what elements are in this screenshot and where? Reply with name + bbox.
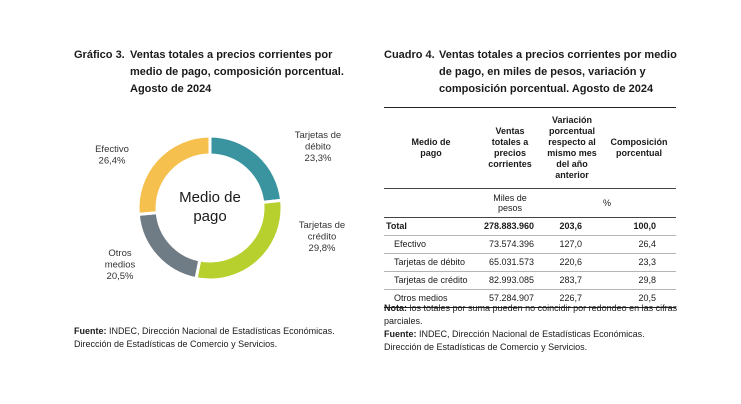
chart-source-text: INDEC, Dirección Nacional de Estadística… (74, 326, 335, 349)
table-title-text: Ventas totales a precios corrientes por … (439, 49, 677, 95)
unit-variacion (542, 188, 602, 218)
row-ventas: 65.031.573 (488, 257, 534, 267)
chart-source: Fuente: INDEC, Dirección Nacional de Est… (74, 325, 374, 351)
donut-chart: Tarjetas de débito 23,3% Tarjetas de crédito… (95, 130, 345, 282)
table-title: Cuadro 4. Ventas totales a precios corri… (384, 47, 684, 98)
table-units-row: Miles de pesos % (384, 188, 676, 218)
chart-source-label: Fuente: (74, 326, 107, 336)
sales-table: Medio de pago Ventas totales a precios c… (384, 107, 676, 308)
table-row: Otros medios 57.284.907 226,7 20,5 (384, 289, 676, 308)
header-medio: Medio de pago (384, 107, 478, 189)
header-ventas: Ventas totales a precios corrientes (478, 107, 542, 189)
donut-slice (136, 211, 202, 281)
row-ventas: 278.883.960 (483, 221, 534, 231)
donut-slice (136, 134, 212, 216)
row-label: Total (386, 221, 407, 231)
row-variacion: 203,6 (559, 221, 582, 231)
table-note-text: los totales por suma pueden no coincidir… (384, 303, 678, 326)
row-composicion: 100,0 (633, 221, 656, 231)
row-composicion: 26,4 (638, 239, 656, 249)
unit-ventas: Miles de pesos (478, 188, 542, 218)
table-notes: Nota: los totales por suma pueden no coi… (384, 302, 684, 354)
table-row: Efectivo 73.574.396 127,0 26,4 (384, 235, 676, 254)
row-label: Otros medios (394, 293, 448, 303)
header-composicion: Composición porcentual (602, 107, 676, 189)
header-variacion: Variación porcentual respecto al mismo m… (542, 107, 602, 189)
chart-title-text: Ventas totales a precios corrientes por … (130, 49, 344, 95)
donut-center-label: Medio de pago (179, 189, 241, 225)
row-variacion: 127,0 (559, 239, 582, 249)
row-ventas: 73.574.396 (488, 239, 534, 249)
row-variacion: 226,7 (559, 293, 582, 303)
table-source-label: Fuente: (384, 329, 417, 339)
table-source-text: INDEC, Dirección Nacional de Estadística… (384, 329, 645, 352)
row-label: Tarjetas de crédito (394, 275, 468, 285)
table-note-label: Nota: (384, 303, 407, 313)
row-variacion: 220,6 (559, 257, 582, 267)
row-label: Efectivo (394, 239, 427, 249)
unit-composicion: % (602, 188, 676, 218)
slice-label: Tarjetas de crédito 29,8% (299, 220, 345, 254)
table-number: Cuadro 4. (384, 49, 435, 61)
table-row: Total 278.883.960 203,6 100,0 (384, 217, 676, 236)
row-composicion: 29,8 (638, 275, 656, 285)
table-row: Tarjetas de débito 65.031.573 220,6 23,3 (384, 253, 676, 272)
unit-medio (384, 188, 478, 218)
row-composicion: 20,5 (638, 293, 656, 303)
slice-label: Otros medios 20,5% (105, 248, 136, 282)
table-header-row: Medio de pago Ventas totales a precios c… (384, 107, 676, 189)
table-row: Tarjetas de crédito 82.993.085 283,7 29,8 (384, 271, 676, 290)
row-label: Tarjetas de débito (394, 257, 466, 267)
table-note: Nota: los totales por suma pueden no coi… (384, 302, 684, 328)
slice-label: Tarjetas de débito 23,3% (295, 130, 341, 164)
chart-number: Gráfico 3. (74, 49, 125, 61)
table-source: Fuente: INDEC, Dirección Nacional de Est… (384, 328, 684, 354)
row-variacion: 283,7 (559, 275, 582, 285)
chart-title: Gráfico 3. Ventas totales a precios corr… (74, 47, 364, 98)
slice-label: Efectivo 26,4% (95, 144, 129, 167)
row-ventas: 57.284.907 (488, 293, 534, 303)
row-composicion: 23,3 (638, 257, 656, 267)
row-ventas: 82.993.085 (488, 275, 534, 285)
